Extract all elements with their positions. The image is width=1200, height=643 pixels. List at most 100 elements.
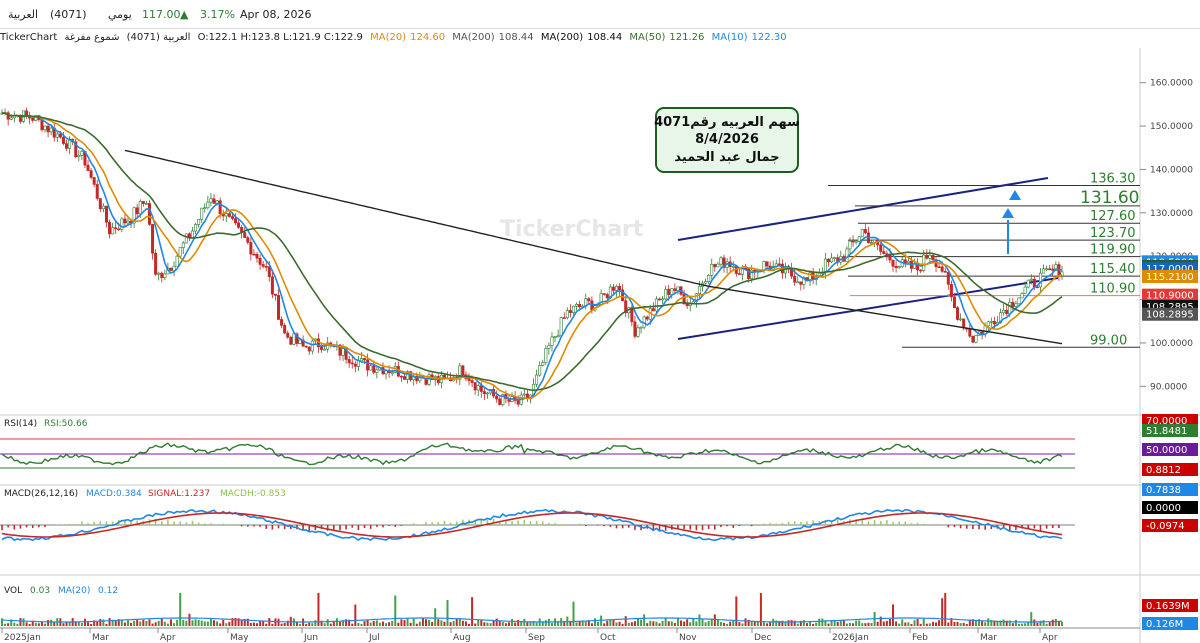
- volume-bar: [434, 608, 437, 626]
- macd-hist-bar: [210, 523, 212, 525]
- volume-bar: [87, 622, 90, 626]
- volume-bar: [790, 620, 793, 626]
- volume-bar: [523, 618, 526, 626]
- candle-body: [538, 365, 542, 376]
- macd-hist-bar: [861, 520, 864, 525]
- macd-hist-bar: [541, 521, 544, 525]
- ma20-value: 124.60: [410, 32, 446, 43]
- candle-body: [369, 365, 373, 371]
- volume-bar: [621, 623, 624, 626]
- volume-bar: [1039, 620, 1042, 626]
- volume-bar: [587, 620, 590, 626]
- macd-hist-bar: [720, 525, 722, 528]
- candle-body: [402, 376, 406, 380]
- candle-body: [614, 286, 618, 291]
- level-label: 136.30: [1090, 171, 1136, 186]
- candle-body: [485, 392, 489, 395]
- macd-hist-bar: [1015, 525, 1017, 530]
- volume-bar: [176, 619, 179, 626]
- volume-bar: [173, 623, 176, 626]
- macd-hist-bar: [707, 525, 710, 530]
- volume-bar: [431, 622, 434, 626]
- candle-body: [203, 207, 207, 210]
- macd-hist-bar: [898, 521, 900, 525]
- macd-hist-bar: [277, 525, 280, 529]
- candle-body: [664, 288, 668, 300]
- macd-hist-bar: [19, 525, 22, 529]
- x-tick-label: Sep: [528, 633, 545, 643]
- volume-bar: [726, 623, 729, 626]
- volume-bar: [338, 621, 341, 626]
- candle-body: [399, 375, 403, 378]
- volume-bar: [941, 598, 944, 626]
- candle-body: [458, 365, 462, 380]
- candle-body: [722, 257, 726, 268]
- volume-bar: [317, 592, 320, 626]
- symbol-code: (4071): [50, 8, 87, 21]
- volume-bar: [228, 621, 231, 626]
- candle-body: [860, 229, 864, 238]
- macd-hist-bar: [154, 518, 157, 525]
- volume-bar: [987, 618, 990, 626]
- macd-hist-bar: [124, 519, 126, 525]
- macd-hist-bar: [1, 525, 3, 531]
- macd-badge-label: 0.7838: [1146, 485, 1181, 496]
- volume-bar: [440, 620, 443, 626]
- candle-body: [870, 242, 874, 244]
- candle-body: [46, 125, 50, 133]
- level-label: 110.90: [1090, 282, 1136, 297]
- candle-body: [633, 321, 637, 337]
- brand-label: TickerChart: [0, 32, 58, 43]
- volume-bar: [913, 620, 916, 626]
- top-bar: العربية (4071) يومي 117.00 ▲ 3.17% Apr 0…: [0, 0, 1200, 29]
- change-percent: 3.17%: [200, 8, 235, 21]
- candle-body: [482, 391, 486, 395]
- candle-body: [621, 289, 625, 301]
- volume-bar: [888, 618, 891, 626]
- volume-bar: [766, 623, 769, 626]
- rsi-badge-label: 70.0000: [1146, 416, 1187, 427]
- volume-bar: [388, 622, 391, 626]
- candle-body: [928, 255, 932, 259]
- volume-bar: [16, 623, 19, 626]
- candle-body: [624, 300, 628, 314]
- volume-bar: [123, 622, 126, 626]
- candle-body: [710, 264, 714, 276]
- info-chart-kind: شموع مفرغة: [64, 32, 120, 43]
- volume-bar: [1014, 619, 1017, 626]
- macd-hist-bar: [7, 525, 9, 528]
- volume-bar: [394, 595, 397, 626]
- volume-bar: [809, 621, 812, 626]
- macd-hist-bar: [480, 519, 483, 525]
- volume-bar: [633, 621, 636, 626]
- macd-hist-bar: [111, 521, 114, 525]
- macd-hist-bar: [916, 522, 919, 525]
- chart-canvas[interactable]: TickerChart 90.0000100.0000110.0000120.0…: [0, 28, 1200, 643]
- price-badge: [1142, 269, 1198, 283]
- candle-body: [685, 303, 689, 306]
- x-tick-label: Apr: [160, 633, 176, 643]
- macd-hist-bar: [339, 525, 341, 531]
- candle-body: [651, 308, 655, 312]
- candle-body: [249, 242, 253, 255]
- x-tick-label: 2026Jan: [832, 633, 869, 643]
- candle-body: [65, 143, 69, 149]
- candle-body: [273, 293, 277, 296]
- volume-bar: [74, 622, 77, 626]
- candle-body: [298, 339, 302, 344]
- volume-bar: [468, 623, 471, 626]
- macd-hist-bar: [873, 519, 876, 525]
- rsi-badge: [1142, 463, 1198, 476]
- candle-body: [243, 232, 247, 238]
- volume-bar: [762, 622, 765, 626]
- volume-bar: [836, 621, 839, 626]
- candle-body: [341, 348, 345, 356]
- volume-bar: [676, 618, 679, 626]
- candle-body: [108, 221, 112, 235]
- macd-hist-bar: [529, 521, 532, 525]
- volume-bar: [753, 621, 756, 626]
- macd-badge: [1142, 519, 1198, 532]
- volume-bar: [133, 620, 136, 626]
- volume-bar: [974, 620, 977, 626]
- volume-bar: [689, 622, 692, 626]
